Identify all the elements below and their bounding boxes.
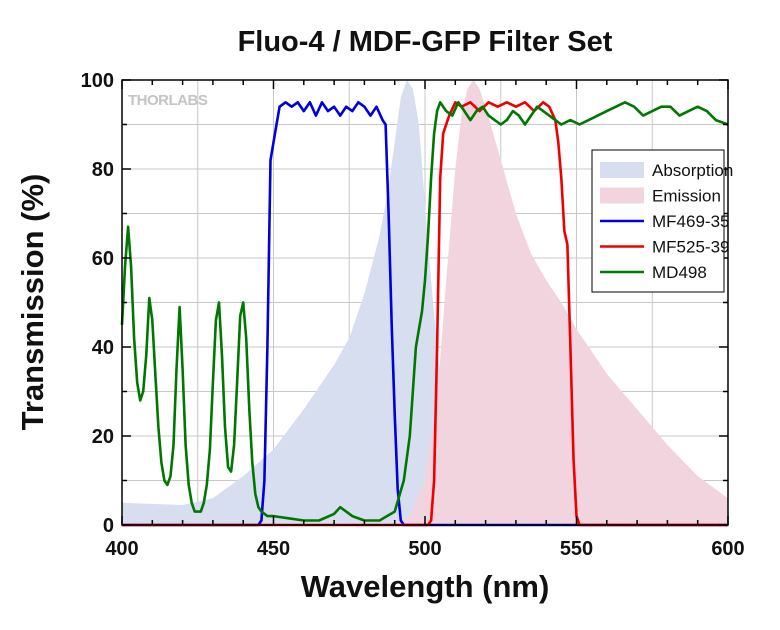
- area-series: [122, 80, 728, 525]
- thorlabs-watermark: THORLABS: [128, 92, 208, 109]
- md498-legend-label: MD498: [652, 263, 707, 282]
- x-axis-label: Wavelength (nm): [301, 569, 550, 604]
- x-tick-label: 550: [560, 538, 593, 560]
- mf525-39-legend-label: MF525-39: [652, 238, 729, 257]
- chart-title: Fluo-4 / MDF-GFP Filter Set: [238, 26, 613, 58]
- md498-line: [120, 101, 729, 522]
- y-tick-label: 40: [92, 337, 114, 359]
- legend: Absorption Emission MF469-35 MF525-39 MD498: [591, 149, 733, 293]
- mf469-35-line: [122, 101, 728, 527]
- emission-legend-label: Emission: [652, 187, 721, 206]
- absorption-area: [122, 80, 516, 525]
- y-tick-label: 100: [81, 70, 114, 92]
- line-series: [120, 101, 729, 527]
- x-tick-label: 450: [257, 538, 290, 560]
- y-tick-label: 80: [92, 159, 114, 181]
- x-tick-label: 600: [711, 538, 744, 560]
- emission-legend-swatch: [600, 187, 644, 204]
- y-tick-label: 0: [103, 515, 114, 537]
- y-axis-label: Transmission (%): [15, 174, 50, 431]
- y-tick-label: 20: [92, 426, 114, 448]
- emission-area: [394, 80, 728, 525]
- y-tick-label: 60: [92, 248, 114, 270]
- absorption-legend-label: Absorption: [652, 161, 733, 180]
- mf469-35-legend-label: MF469-35: [652, 212, 729, 231]
- x-tick-label: 400: [105, 538, 138, 560]
- absorption-legend-swatch: [600, 162, 644, 178]
- mf525-39-line: [122, 101, 728, 527]
- x-tick-label: 500: [408, 538, 441, 560]
- axis-ticks: 400 450 500 550 600 0 20 40 60 80 100: [81, 70, 745, 560]
